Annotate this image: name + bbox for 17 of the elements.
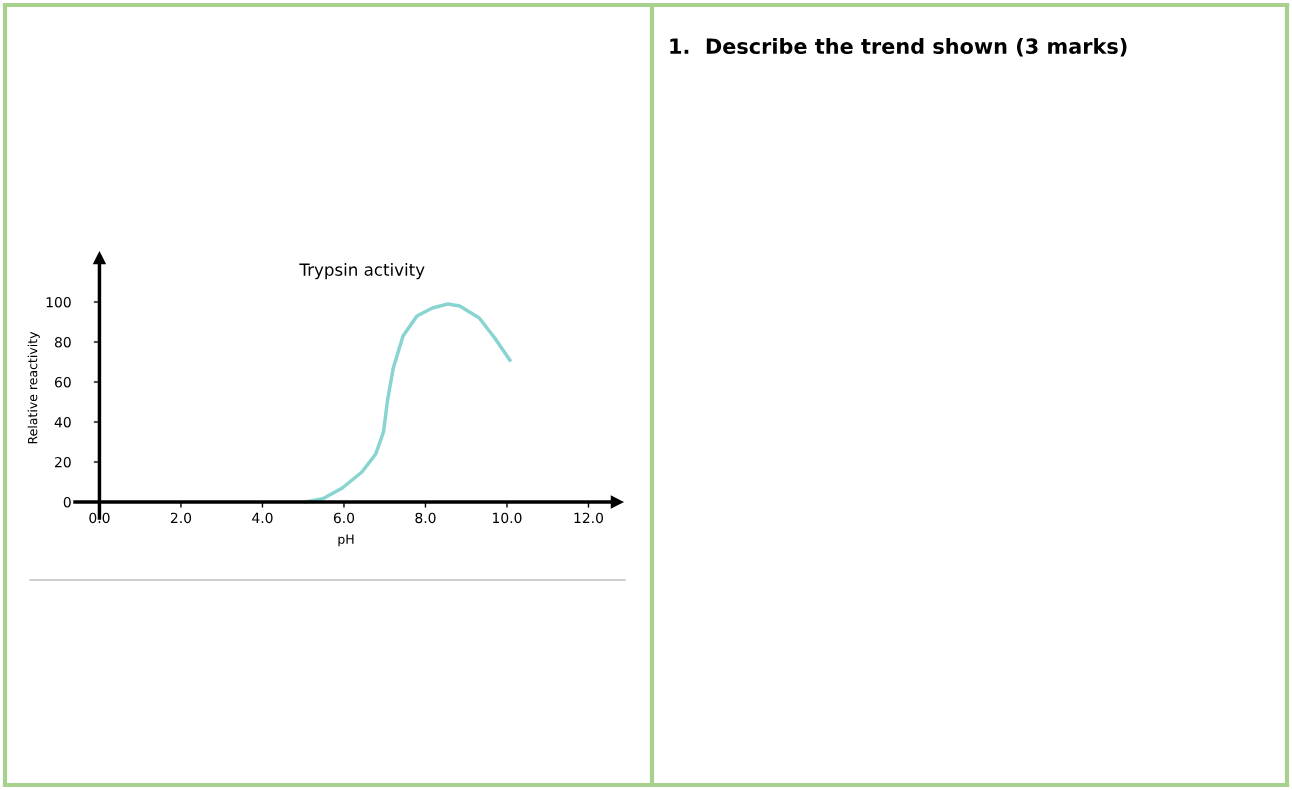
y-tick-label: 100: [46, 296, 71, 308]
y-tick-label: 40: [54, 416, 71, 428]
x-axis-title: pH: [338, 534, 354, 547]
x-tick-label: 6.0: [333, 512, 355, 524]
y-tick-label: 80: [54, 336, 71, 348]
chart-title: Trypsin activity: [299, 263, 425, 280]
x-tick-label: 4.0: [252, 512, 273, 524]
x-tick-label: 10.0: [493, 512, 522, 524]
y-tick-label: 0: [63, 496, 71, 508]
y-tick-label: 60: [54, 376, 71, 388]
y-tick-label: 20: [55, 456, 71, 468]
x-tick-label: 8.0: [415, 512, 436, 524]
x-tick-label: 0.0: [89, 512, 110, 524]
x-tick-label: 2.0: [170, 512, 192, 524]
y-axis-title: Relative reactivity: [27, 331, 40, 444]
x-tick-label: 12.0: [574, 512, 604, 524]
text: 1. Describe the trend shown (3 marks): [670, 37, 1127, 57]
